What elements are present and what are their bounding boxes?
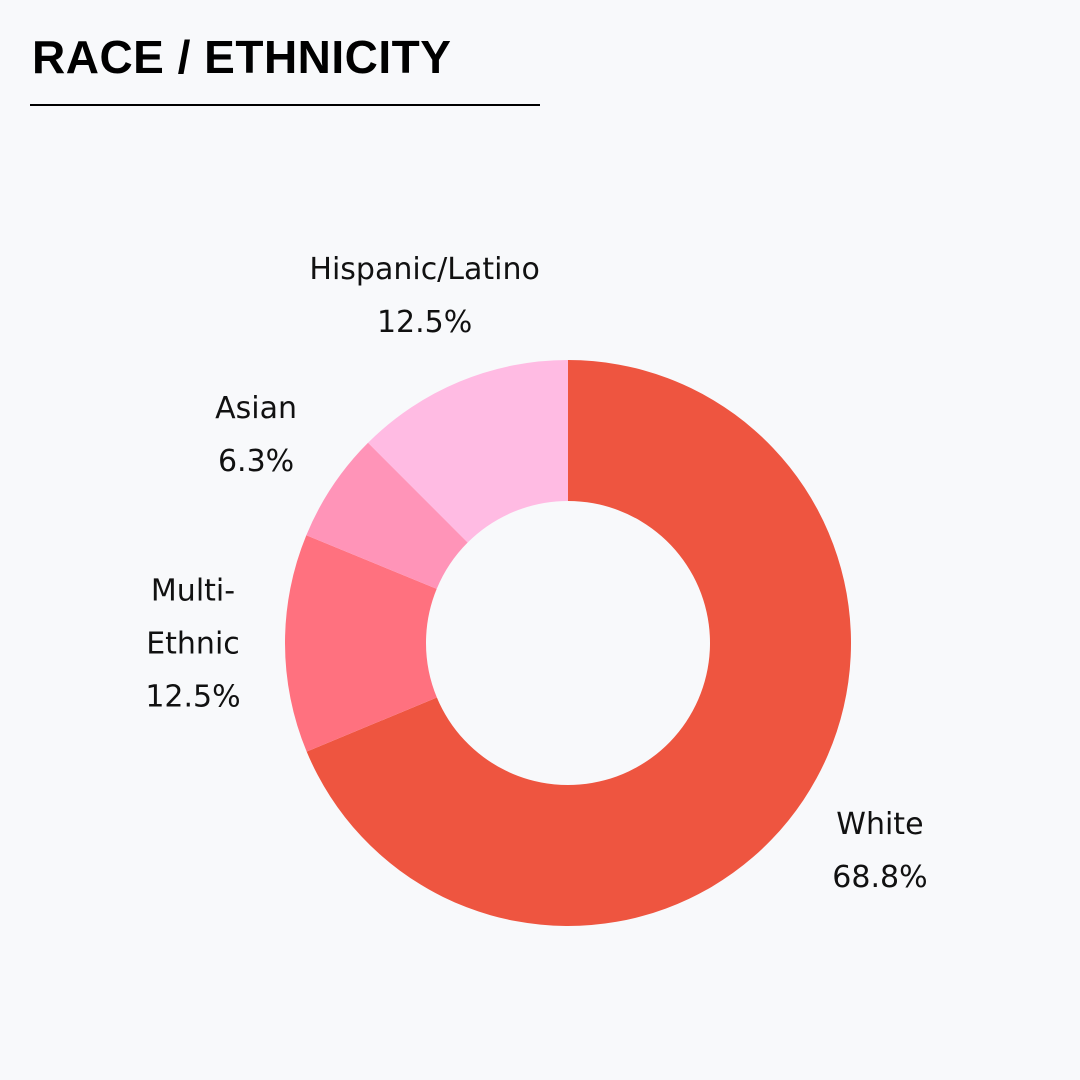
category-label: Hispanic/Latino <box>309 252 540 288</box>
slice-label: Asian 6.3% <box>126 382 386 488</box>
value-label: 12.5% <box>376 305 473 341</box>
donut-slice <box>368 360 568 543</box>
donut-slice <box>306 442 468 589</box>
title-rule <box>30 104 540 106</box>
value-label: 6.3% <box>217 443 295 479</box>
category-label: Multi-Ethnic <box>146 573 240 662</box>
category-label: White <box>836 807 924 843</box>
category-label: Asian <box>215 390 297 426</box>
donut-slice <box>306 360 851 926</box>
slice-label: Hispanic/Latino 12.5% <box>295 243 555 349</box>
value-label: 12.5% <box>145 679 241 715</box>
value-label: 68.8% <box>832 860 928 896</box>
donut-slice <box>285 535 437 752</box>
chart-title: RACE / ETHNICITY <box>32 31 452 83</box>
slice-label: White 68.8% <box>750 798 1010 904</box>
slice-label: Multi-Ethnic 12.5% <box>63 564 323 723</box>
